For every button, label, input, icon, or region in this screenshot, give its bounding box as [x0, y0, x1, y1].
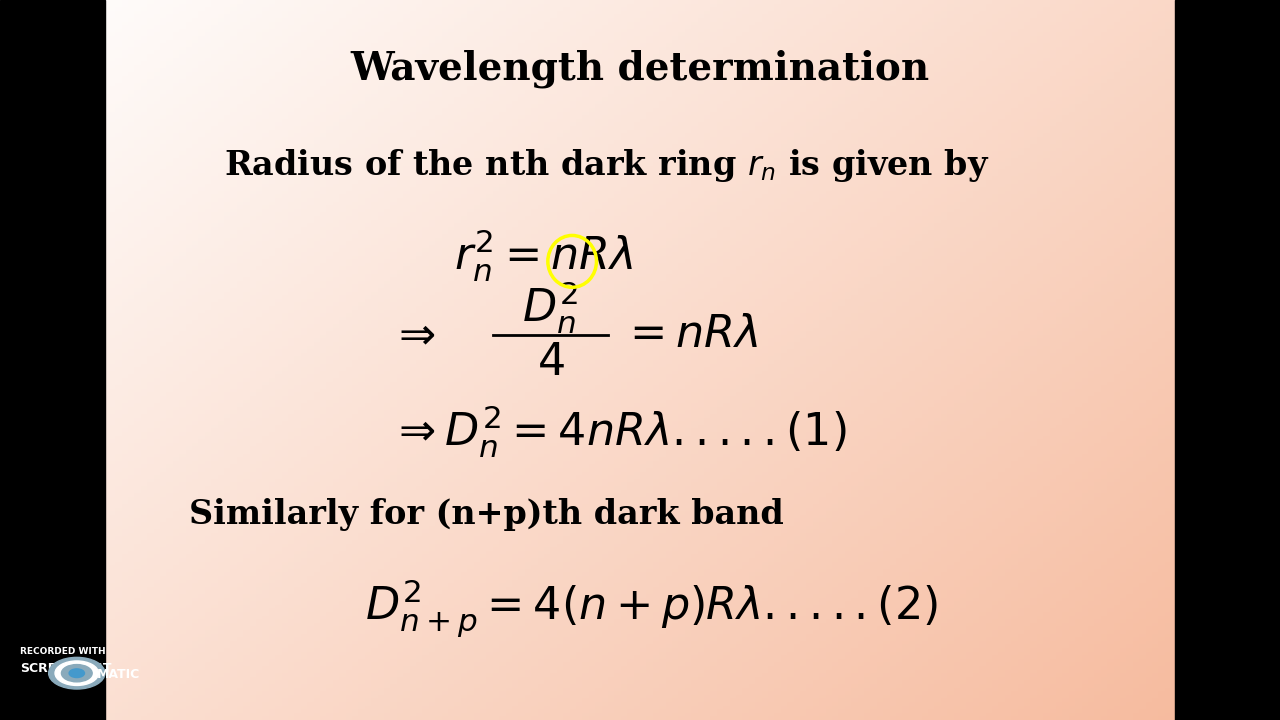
Text: SCREENCAST: SCREENCAST — [20, 662, 111, 675]
Circle shape — [55, 661, 99, 685]
Text: RECORDED WITH: RECORDED WITH — [20, 647, 106, 656]
Text: $\Rightarrow$: $\Rightarrow$ — [390, 313, 436, 356]
Text: $D_{n+p}^2 = 4(n+p)R\lambda.....(2)$: $D_{n+p}^2 = 4(n+p)R\lambda.....(2)$ — [365, 577, 938, 639]
Circle shape — [69, 669, 84, 678]
Text: Similarly for (n+p)th dark band: Similarly for (n+p)th dark band — [189, 498, 785, 531]
Text: $D_n^2$: $D_n^2$ — [522, 280, 579, 336]
Text: $\Rightarrow D_n^2 = 4nR\lambda.....(1)$: $\Rightarrow D_n^2 = 4nR\lambda.....(1)$ — [390, 404, 847, 460]
Bar — [1175, 0, 1280, 720]
Circle shape — [61, 665, 92, 682]
Text: $r_n^2 = nR\lambda$: $r_n^2 = nR\lambda$ — [454, 228, 634, 284]
Circle shape — [49, 657, 105, 689]
Text: $4$: $4$ — [536, 341, 564, 384]
Text: Wavelength determination: Wavelength determination — [351, 49, 929, 88]
Text: $= nR\lambda$: $= nR\lambda$ — [621, 313, 758, 356]
Bar — [0, 0, 105, 720]
Text: Radius of the nth dark ring $r_n$ is given by: Radius of the nth dark ring $r_n$ is giv… — [224, 147, 989, 184]
Text: MATIC: MATIC — [97, 668, 141, 681]
